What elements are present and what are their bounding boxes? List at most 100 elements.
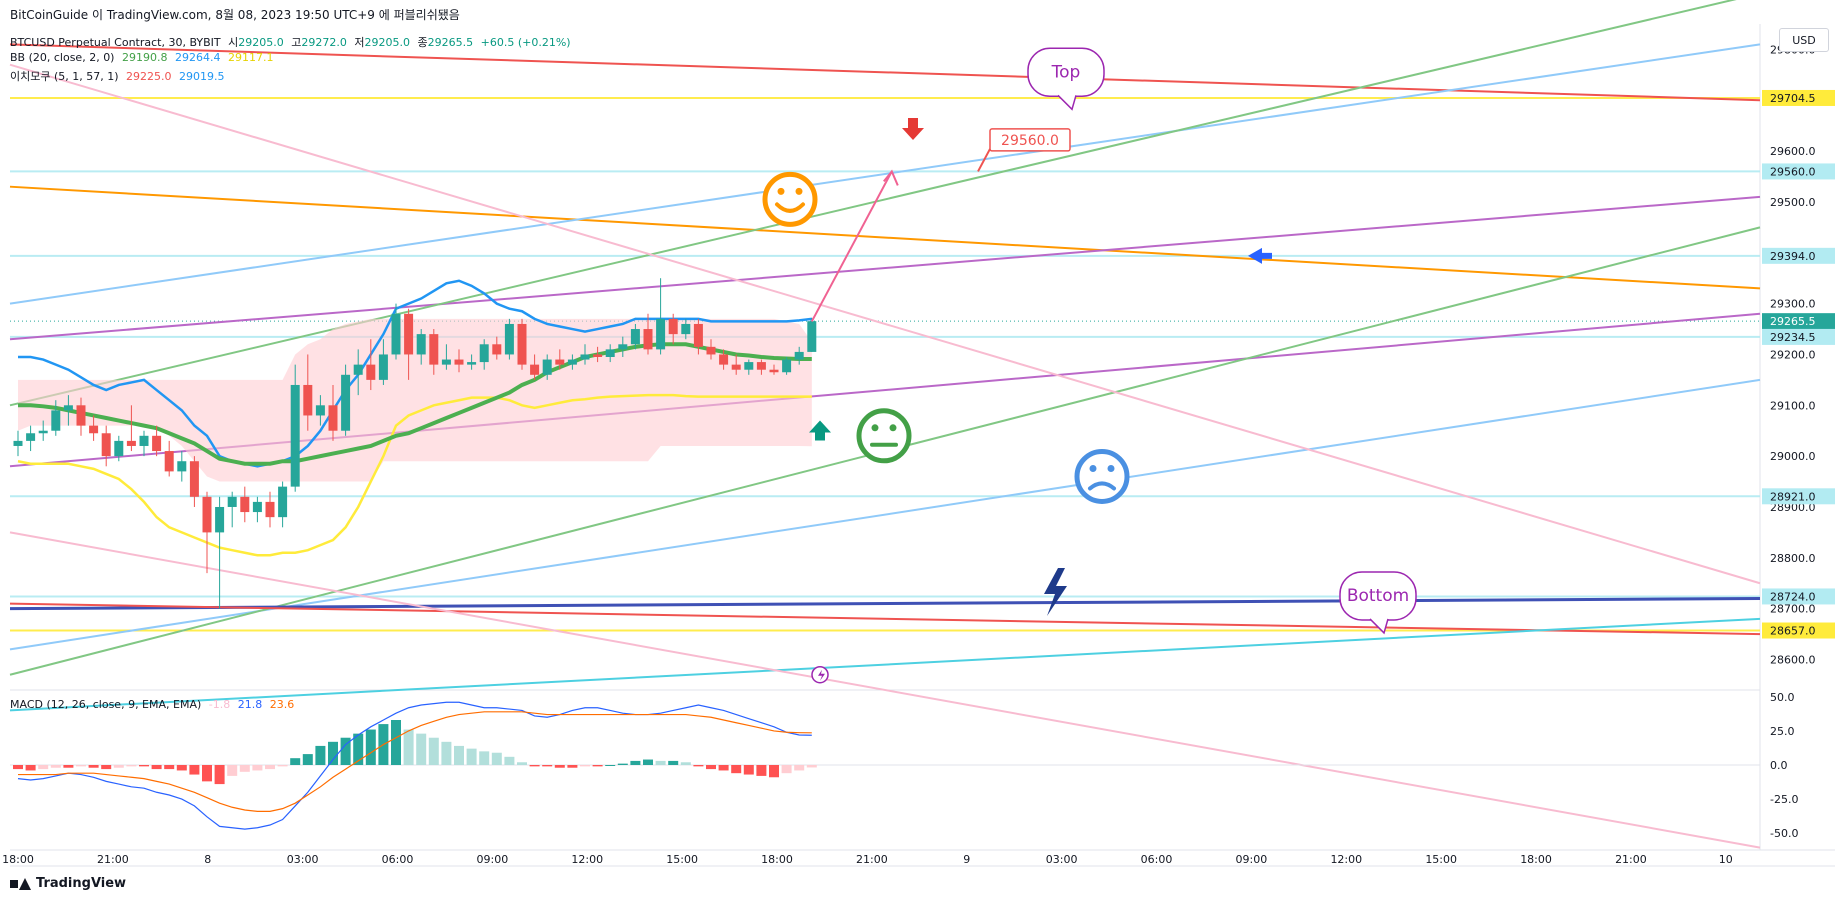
confused-face-icon-eye bbox=[1107, 464, 1115, 472]
macd-histogram-bar bbox=[441, 741, 452, 765]
price-tag-label: 29560.0 bbox=[1770, 165, 1816, 178]
price-tag-label: 28724.0 bbox=[1770, 590, 1816, 603]
macd-histogram-bar bbox=[630, 760, 641, 765]
candle-body bbox=[26, 433, 36, 441]
tradingview-logo-icon bbox=[10, 877, 31, 890]
candle-body bbox=[656, 318, 666, 350]
bottom-callout-text: Bottom bbox=[1347, 586, 1409, 606]
candle-body bbox=[89, 425, 99, 434]
bb-lower-line bbox=[17, 393, 812, 557]
macd-tick-label: -25.0 bbox=[1770, 793, 1798, 806]
candle-body bbox=[164, 451, 174, 472]
price-tag-label: 28921.0 bbox=[1770, 490, 1816, 503]
price-tag-badge bbox=[1762, 488, 1835, 505]
ichimoku-lead-a-value: 29225.0 bbox=[126, 70, 172, 83]
candle-body bbox=[416, 334, 426, 355]
macd-histogram-bar bbox=[794, 765, 805, 771]
price-tag-badge bbox=[1762, 622, 1835, 639]
tradingview-logo[interactable]: TradingView bbox=[10, 876, 126, 891]
macd-histogram-bar bbox=[365, 729, 376, 765]
candle-body bbox=[189, 461, 199, 497]
macd-tick-label: 25.0 bbox=[1770, 725, 1795, 738]
candle-body bbox=[404, 313, 414, 355]
candle-body bbox=[467, 362, 477, 365]
candle-body bbox=[315, 405, 325, 416]
macd-histogram-bar bbox=[164, 765, 175, 770]
price-tag-label: 29234.5 bbox=[1770, 331, 1816, 344]
candle-body bbox=[719, 354, 729, 365]
macd-histogram-bar bbox=[340, 737, 351, 765]
top-callout-tail bbox=[1057, 94, 1077, 111]
flat-support-line bbox=[9, 596, 1761, 611]
up-arrow-icon bbox=[809, 420, 831, 441]
macd-histogram-bar bbox=[580, 765, 590, 767]
smile-face-icon bbox=[762, 171, 818, 227]
ohlc-high: 고29272.0 bbox=[291, 36, 347, 49]
candle-body bbox=[328, 405, 338, 431]
projection-arrow-head bbox=[883, 169, 899, 186]
macd-histogram-bar bbox=[202, 765, 212, 782]
ichimoku-cloud bbox=[18, 318, 812, 482]
neutral-face-icon-eye bbox=[889, 424, 897, 432]
time-tick-label: 18:00 bbox=[1520, 853, 1552, 866]
projection-arrow-line bbox=[810, 170, 893, 322]
candle-body bbox=[769, 369, 779, 373]
symbol-ohlc-legend: BTCUSD Perpetual Contract, 30, BYBIT 시29… bbox=[10, 34, 575, 50]
declining-red-support bbox=[9, 602, 1761, 636]
candle-body bbox=[479, 344, 489, 363]
macd-histogram-bar bbox=[529, 765, 540, 767]
macd-histogram-bar bbox=[491, 752, 502, 765]
time-tick-label: 21:00 bbox=[97, 853, 129, 866]
macd-histogram-bar bbox=[151, 765, 162, 770]
macd-histogram-bar bbox=[743, 765, 754, 775]
candle-body bbox=[278, 486, 288, 518]
candle-body bbox=[643, 329, 653, 350]
candle-body bbox=[227, 496, 237, 507]
currency-selector[interactable]: USD bbox=[1779, 28, 1829, 52]
price-tag-badge bbox=[1762, 588, 1835, 605]
tradingview-logo-text: TradingView bbox=[36, 876, 127, 891]
bb-mid-value: 29190.8 bbox=[121, 51, 168, 64]
candle-body bbox=[593, 354, 603, 357]
time-tick-label: 15:00 bbox=[666, 853, 698, 866]
candle-body bbox=[252, 501, 262, 513]
macd-histogram-bar bbox=[214, 765, 225, 785]
candle-body bbox=[215, 506, 225, 533]
confused-face-icon bbox=[1074, 448, 1130, 504]
time-tick-label: 9 bbox=[963, 853, 970, 866]
bb-upper-value: 29264.4 bbox=[174, 51, 221, 64]
candle-body bbox=[378, 354, 388, 380]
rising-blue-trendline bbox=[9, 43, 1761, 305]
macd-histogram-bar bbox=[391, 720, 401, 765]
ohlc-open: 시29205.0 bbox=[228, 36, 284, 49]
macd-histogram-bar bbox=[25, 765, 36, 771]
left-arrow-icon bbox=[1248, 247, 1272, 264]
candle-body bbox=[681, 323, 691, 335]
ichimoku-lead-b-value: 29019.5 bbox=[179, 70, 225, 83]
smile-face-icon-eye bbox=[777, 187, 785, 195]
candle-body bbox=[693, 323, 703, 347]
neutral-face-icon bbox=[856, 408, 912, 464]
macd-histogram-bar bbox=[643, 759, 653, 765]
macd-histogram-bar bbox=[265, 765, 275, 770]
candle-body bbox=[366, 364, 376, 380]
candle-body bbox=[668, 318, 678, 335]
candle-body bbox=[542, 359, 552, 375]
macd-histogram-bar bbox=[277, 765, 288, 767]
macd-histogram-bar bbox=[567, 765, 578, 768]
resistance-trendline bbox=[9, 43, 1761, 102]
price-tag-label: 28657.0 bbox=[1770, 625, 1816, 638]
candle-body bbox=[126, 440, 136, 446]
candle-body bbox=[807, 321, 817, 352]
price-tick-label: 28600.0 bbox=[1770, 653, 1816, 666]
macd-histogram-bar bbox=[38, 765, 49, 770]
candle-body bbox=[353, 364, 363, 375]
price-tick-label: 28700.0 bbox=[1770, 603, 1816, 616]
rising-green-trendline bbox=[9, 0, 1737, 407]
candle-body bbox=[555, 359, 565, 365]
time-tick-label: 10 bbox=[1719, 853, 1733, 866]
candle-body bbox=[152, 435, 162, 452]
candle-body bbox=[706, 346, 716, 355]
event-marker-bolt bbox=[818, 669, 825, 681]
